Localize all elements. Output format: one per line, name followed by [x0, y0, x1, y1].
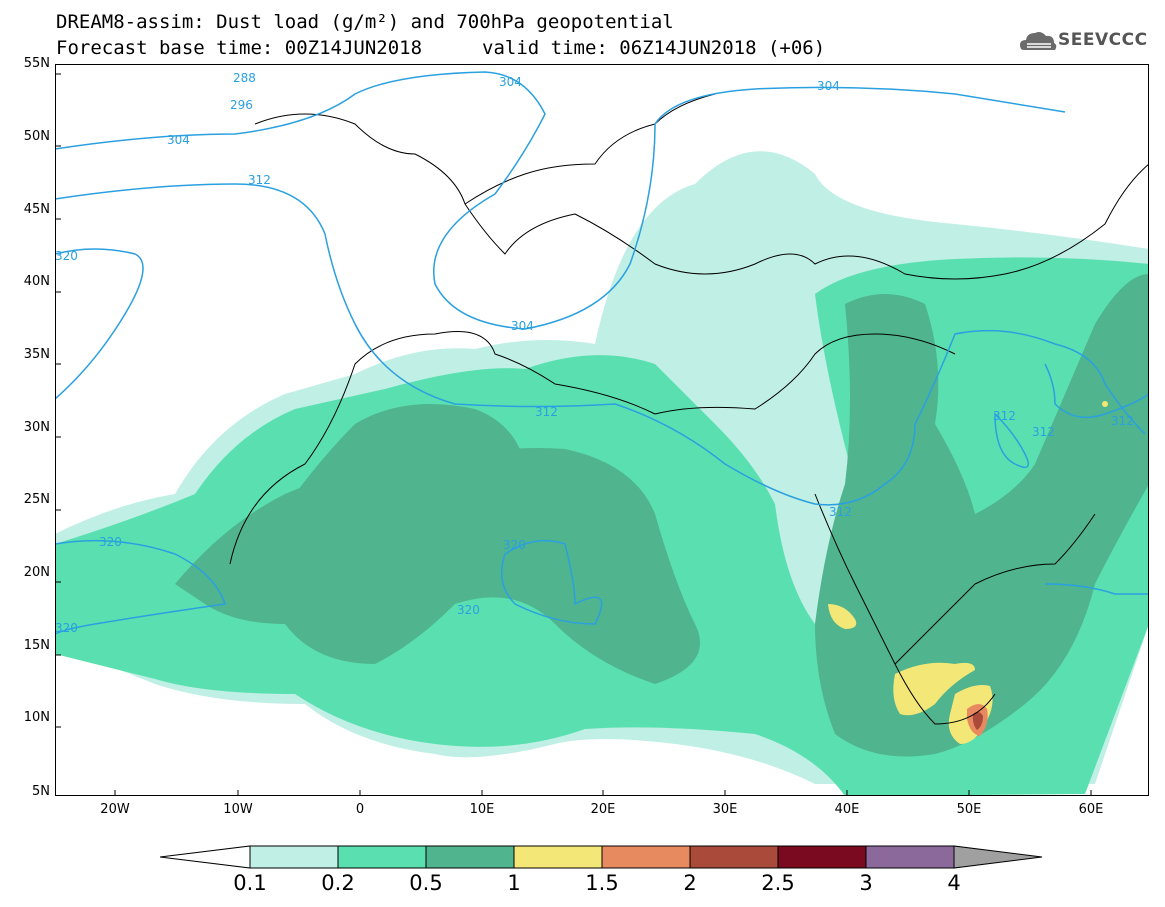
lon-label: 10E — [469, 802, 495, 817]
coastlines — [229, 93, 1149, 725]
contour-labels: 288 296 304 304 304 312 320 320 320 304 … — [55, 71, 1134, 635]
contour-label: 320 — [55, 621, 78, 635]
colorbar-tick: 2.5 — [761, 871, 795, 895]
map-frame — [55, 64, 1149, 796]
lat-label: 20N — [23, 565, 50, 580]
lat-label: 45N — [23, 202, 50, 217]
contour-label: 296 — [230, 98, 253, 112]
lon-label: 60E — [1078, 802, 1104, 817]
contour-label: 288 — [233, 71, 256, 85]
contour-label: 304 — [499, 75, 522, 89]
colorbar-tick: 0.5 — [409, 871, 443, 895]
map-title: DREAM8-assim: Dust load (g/m²) and 700hP… — [56, 11, 674, 33]
contour-label: 320 — [503, 538, 526, 552]
colorbar-tick: 4 — [947, 871, 961, 895]
contour-label: 304 — [167, 133, 190, 147]
contour-label: 312 — [535, 405, 558, 419]
colorbar-segment — [337, 845, 427, 869]
colorbar-tick: 0.2 — [321, 871, 355, 895]
lat-label: 15N — [23, 638, 50, 653]
colorbar-segment — [249, 845, 339, 869]
contour-label: 312 — [1032, 425, 1055, 439]
colorbar-tick: 0.1 — [233, 871, 267, 895]
lat-label: 40N — [23, 274, 50, 289]
lon-label: 50E — [956, 802, 982, 817]
contour-label: 312 — [248, 173, 271, 187]
colorbar-segment — [425, 845, 515, 869]
colorbar-segment — [865, 845, 955, 869]
colorbar-tick: 3 — [859, 871, 873, 895]
colorbar-tick: 1 — [507, 871, 521, 895]
colorbar-tick: 2 — [683, 871, 697, 895]
colorbar-low-arrow — [160, 845, 251, 869]
lat-label: 25N — [23, 492, 50, 507]
geopotential-contours — [55, 71, 1149, 635]
contour-label: 312 — [1111, 414, 1134, 428]
colorbar-segment — [601, 845, 691, 869]
lon-label: 40E — [834, 802, 860, 817]
colorbar-tick: 1.5 — [585, 871, 619, 895]
contour-label: 304 — [511, 319, 534, 333]
dust-region-heavy — [175, 274, 1149, 757]
lat-label: 55N — [23, 56, 50, 71]
contour-label: 320 — [55, 249, 78, 263]
lon-label: 0 — [355, 802, 365, 817]
lon-label: 30E — [712, 802, 738, 817]
logo-text: SEEVCCC — [1058, 30, 1148, 50]
contour-label: 320 — [99, 535, 122, 549]
colorbar-high-arrow — [953, 845, 1043, 869]
colorbar-segment — [777, 845, 867, 869]
dust-region-peak — [967, 704, 988, 736]
lon-label: 10W — [223, 802, 253, 817]
lon-label: 20E — [590, 802, 616, 817]
lat-label: 50N — [23, 129, 50, 144]
tick-marks — [55, 73, 1092, 796]
base-time: Forecast base time: 00Z14JUN2018 — [56, 37, 423, 59]
dust-map: 288 296 304 304 304 312 320 320 320 304 … — [55, 64, 1149, 796]
contour-label: 312 — [829, 505, 852, 519]
lat-label: 10N — [23, 710, 50, 725]
colorbar — [160, 845, 1043, 869]
lat-label: 5N — [32, 784, 50, 799]
valid-time: valid time: 06Z14JUN2018 (+06) — [482, 37, 826, 59]
lon-label: 20W — [100, 802, 130, 817]
cloud-logo-icon — [1020, 32, 1057, 50]
contour-label: 312 — [993, 409, 1016, 423]
colorbar-segment — [513, 845, 603, 869]
lat-label: 30N — [23, 420, 50, 435]
contour-label: 320 — [457, 603, 480, 617]
colorbar-segment — [689, 845, 779, 869]
contour-label: 304 — [817, 79, 840, 93]
lat-label: 35N — [23, 347, 50, 362]
